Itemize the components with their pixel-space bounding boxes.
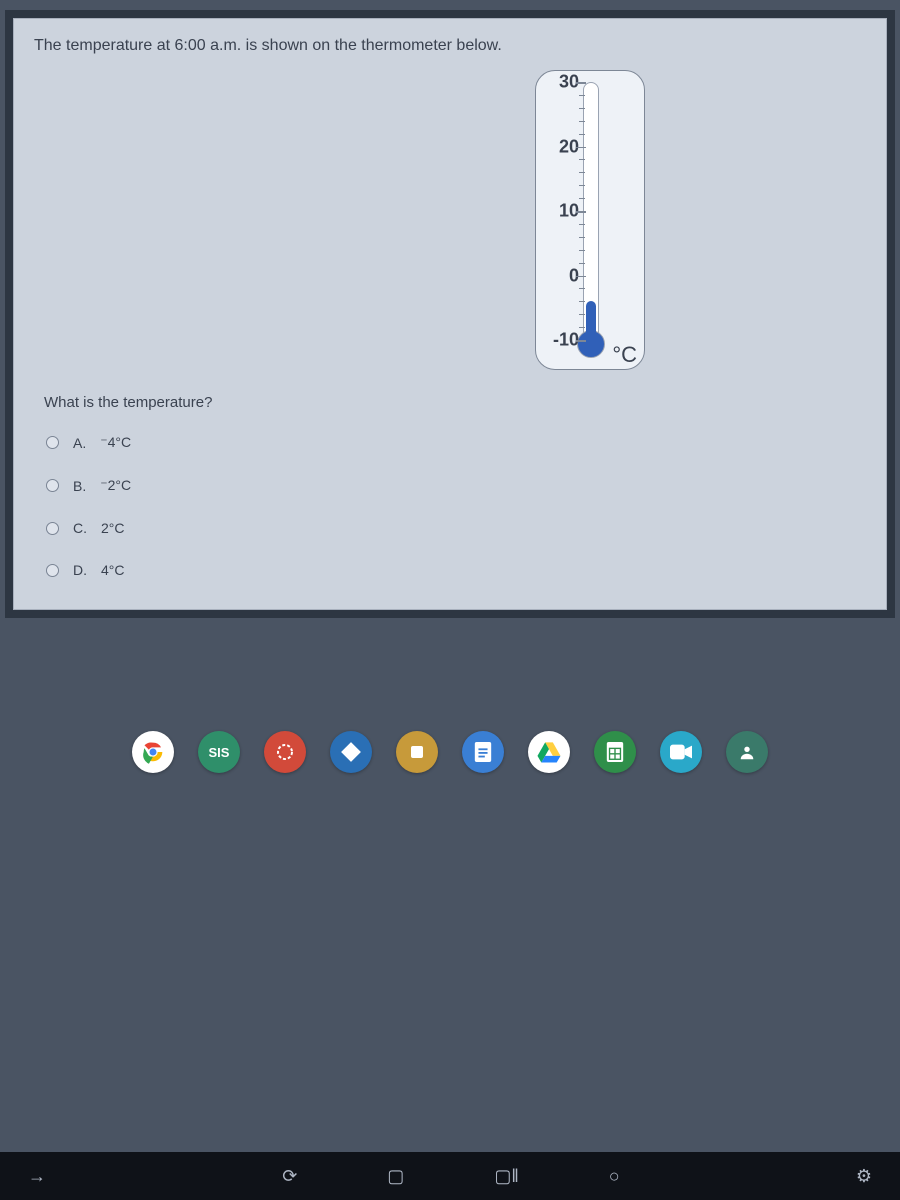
- option-text: ⁻2°C: [100, 477, 131, 494]
- option-letter: D.: [73, 562, 87, 578]
- nav-circle-icon[interactable]: ○: [609, 1166, 620, 1187]
- scale-tick-major: [576, 147, 586, 149]
- nav-reload-icon[interactable]: ⟳: [282, 1166, 297, 1187]
- scale-tick-minor: [579, 185, 585, 186]
- option-letter: B.: [73, 478, 86, 494]
- scale-tick-minor: [579, 121, 585, 122]
- scale-tick-minor: [579, 327, 585, 328]
- option-text: ⁻4°C: [100, 434, 131, 451]
- meet-cam-icon[interactable]: [660, 731, 702, 773]
- scale-tick-minor: [579, 250, 585, 251]
- radio-icon[interactable]: [46, 479, 59, 492]
- thermometer-unit-label: °C: [612, 342, 637, 368]
- radio-icon[interactable]: [46, 564, 59, 577]
- option-letter: A.: [73, 435, 86, 451]
- app-shelf: SIS: [0, 722, 900, 782]
- bottom-nav-bar: → ⟳ ▢ ▢‖ ○ ⚙: [0, 1152, 900, 1200]
- option-text: 2°C: [101, 520, 125, 536]
- sheets-icon[interactable]: [594, 731, 636, 773]
- contact-icon[interactable]: [726, 731, 768, 773]
- nav-square-icon[interactable]: ▢: [387, 1166, 404, 1187]
- nav-slides-icon[interactable]: ▢‖: [494, 1166, 518, 1187]
- app-gold-icon[interactable]: [396, 731, 438, 773]
- scale-tick-minor: [579, 314, 585, 315]
- option-text: 4°C: [101, 562, 125, 578]
- nav-gear-icon[interactable]: ⚙: [856, 1166, 872, 1187]
- doc-blue-icon[interactable]: [462, 731, 504, 773]
- thermometer: °C 3020100-10: [535, 70, 645, 380]
- question-prompt-bottom: What is the temperature?: [14, 390, 886, 421]
- answer-option-d[interactable]: D. 4°C: [46, 549, 866, 591]
- thermometer-area: °C 3020100-10: [14, 65, 886, 390]
- app-diamond-icon[interactable]: [330, 731, 372, 773]
- scale-tick-minor: [579, 134, 585, 135]
- bottom-nav-group: ⟳ ▢ ▢‖ ○: [282, 1166, 619, 1187]
- answer-option-c[interactable]: C. 2°C: [46, 507, 866, 549]
- nav-forward-icon[interactable]: →: [28, 1166, 46, 1187]
- chrome-icon[interactable]: [132, 731, 174, 773]
- page-wrap: The temperature at 6:00 a.m. is shown on…: [5, 10, 895, 618]
- scale-tick-minor: [579, 301, 585, 302]
- scale-tick-minor: [579, 108, 585, 109]
- scale-tick-minor: [579, 95, 585, 96]
- scale-tick-minor: [579, 237, 585, 238]
- drive-icon[interactable]: [528, 731, 570, 773]
- scale-tick-minor: [579, 198, 585, 199]
- radio-icon[interactable]: [46, 522, 59, 535]
- answer-options: A. ⁻4°C B. ⁻2°C C. 2°C D. 4°C: [14, 421, 886, 609]
- sis-icon[interactable]: SIS: [198, 731, 240, 773]
- scale-tick-major: [576, 82, 586, 84]
- question-card: The temperature at 6:00 a.m. is shown on…: [13, 18, 887, 610]
- scale-tick-minor: [579, 172, 585, 173]
- question-prompt-top: The temperature at 6:00 a.m. is shown on…: [14, 19, 886, 65]
- option-letter: C.: [73, 520, 87, 536]
- scale-tick-major: [576, 211, 586, 213]
- app-red-icon[interactable]: [264, 731, 306, 773]
- scale-tick-major: [576, 340, 586, 342]
- thermometer-mercury: [586, 301, 596, 338]
- scale-tick-minor: [579, 159, 585, 160]
- scale-tick-minor: [579, 224, 585, 225]
- scale-tick-major: [576, 276, 586, 278]
- answer-option-b[interactable]: B. ⁻2°C: [46, 464, 866, 507]
- radio-icon[interactable]: [46, 436, 59, 449]
- answer-option-a[interactable]: A. ⁻4°C: [46, 421, 866, 464]
- scale-tick-minor: [579, 263, 585, 264]
- scale-tick-minor: [579, 288, 585, 289]
